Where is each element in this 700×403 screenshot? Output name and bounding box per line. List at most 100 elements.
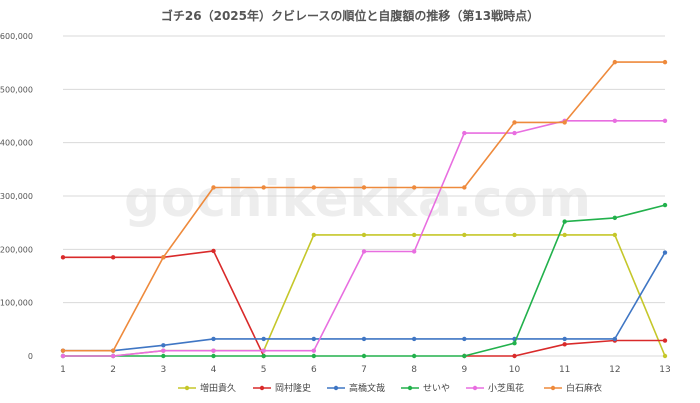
y-tick-label: 300,000 <box>0 192 33 201</box>
data-point <box>60 348 66 353</box>
legend-item: せいや <box>401 383 450 394</box>
data-point <box>562 120 567 125</box>
data-point <box>161 255 166 260</box>
data-point <box>411 249 417 254</box>
data-point <box>211 348 216 353</box>
data-point <box>110 255 116 260</box>
data-point <box>261 353 266 359</box>
data-point <box>512 120 517 125</box>
series-6 <box>60 59 668 353</box>
data-point <box>562 219 567 224</box>
series-2 <box>60 248 668 359</box>
data-point <box>311 336 317 342</box>
data-point <box>60 353 66 359</box>
data-point <box>261 348 266 353</box>
x-tick-label: 10 <box>509 365 521 375</box>
data-point <box>462 336 467 342</box>
data-point <box>662 59 668 65</box>
legend-swatch-marker <box>259 385 265 391</box>
legend-item: 小芝風花 <box>466 382 524 394</box>
data-point <box>411 353 417 359</box>
data-point <box>662 202 668 208</box>
legend-item: 増田貴久 <box>178 382 236 394</box>
y-tick-label: 0 <box>28 352 33 361</box>
data-point <box>662 338 668 343</box>
data-point <box>161 348 166 353</box>
data-point <box>512 232 517 238</box>
legend: 増田貴久 岡村隆史 高橋文哉 せいや 小芝風花 白石麻衣 <box>178 382 602 394</box>
data-point <box>662 353 668 359</box>
y-tick-label: 400,000 <box>0 139 33 148</box>
legend-swatch-marker <box>472 385 478 391</box>
data-point <box>261 336 266 342</box>
legend-swatch-marker <box>550 385 556 391</box>
series-line <box>63 252 666 352</box>
data-point <box>612 118 618 124</box>
data-point <box>60 255 66 260</box>
data-point <box>361 232 367 238</box>
data-point <box>311 185 317 190</box>
legend-label: 増田貴久 <box>200 382 236 394</box>
data-point <box>512 130 517 136</box>
data-point <box>110 348 116 353</box>
x-tick-label: 3 <box>160 365 166 375</box>
y-axis-ticks: 0 100,000 200,000 300,000 400,000 500,000 600,… <box>0 32 33 361</box>
data-point <box>110 353 116 359</box>
x-tick-label: 2 <box>110 365 116 375</box>
legend-item: 高橋文哉 <box>327 382 385 394</box>
data-point <box>311 232 317 238</box>
gridlines <box>63 35 665 357</box>
x-tick-label: 9 <box>461 365 467 375</box>
x-tick-label: 5 <box>261 365 267 375</box>
data-point <box>161 343 166 348</box>
legend-swatch-marker <box>184 385 190 391</box>
legend-label: 岡村隆史 <box>275 382 311 394</box>
x-tick-label: 8 <box>411 365 417 375</box>
chart-title: ゴチ26（2025年）クビレースの順位と自腹額の推移（第13戦時点） <box>161 8 539 23</box>
y-tick-label: 100,000 <box>0 299 33 308</box>
legend-item: 岡村隆史 <box>253 382 311 394</box>
data-point <box>612 336 618 342</box>
legend-item: 白石麻衣 <box>544 382 602 394</box>
data-point <box>512 341 517 346</box>
data-point <box>411 232 417 238</box>
legend-label: 高橋文哉 <box>349 382 385 394</box>
data-point <box>361 336 367 342</box>
x-axis-ticks: 1 2 3 4 5 6 7 8 9 10 11 12 13 <box>60 365 671 375</box>
legend-label: 白石麻衣 <box>566 382 602 394</box>
data-point <box>361 249 367 254</box>
x-tick-label: 12 <box>609 365 620 375</box>
series-5 <box>60 118 668 359</box>
data-point <box>311 348 317 353</box>
y-tick-label: 200,000 <box>0 245 33 254</box>
data-point <box>411 185 417 190</box>
data-point <box>211 248 216 254</box>
data-point <box>662 118 668 124</box>
data-point <box>612 59 618 65</box>
data-point <box>211 336 216 342</box>
data-point <box>311 353 317 359</box>
data-point <box>462 130 467 136</box>
series-lines <box>60 59 668 359</box>
watermark-text: gochikekka.com <box>124 170 592 228</box>
legend-swatch-marker <box>333 385 339 391</box>
series-3 <box>60 250 668 353</box>
data-point <box>462 232 467 238</box>
data-point <box>612 232 618 238</box>
legend-swatch-marker <box>407 385 413 391</box>
data-point <box>462 185 467 190</box>
data-point <box>211 185 216 190</box>
legend-label: せいや <box>423 383 450 394</box>
x-tick-label: 13 <box>659 365 670 375</box>
x-tick-label: 4 <box>211 365 217 375</box>
data-point <box>211 353 216 359</box>
legend-label: 小芝風花 <box>488 382 524 394</box>
data-point <box>361 185 367 190</box>
data-point <box>462 353 467 359</box>
series-line <box>63 250 265 357</box>
data-point <box>662 250 668 255</box>
x-tick-label: 1 <box>60 365 66 375</box>
y-tick-label: 600,000 <box>0 32 33 41</box>
